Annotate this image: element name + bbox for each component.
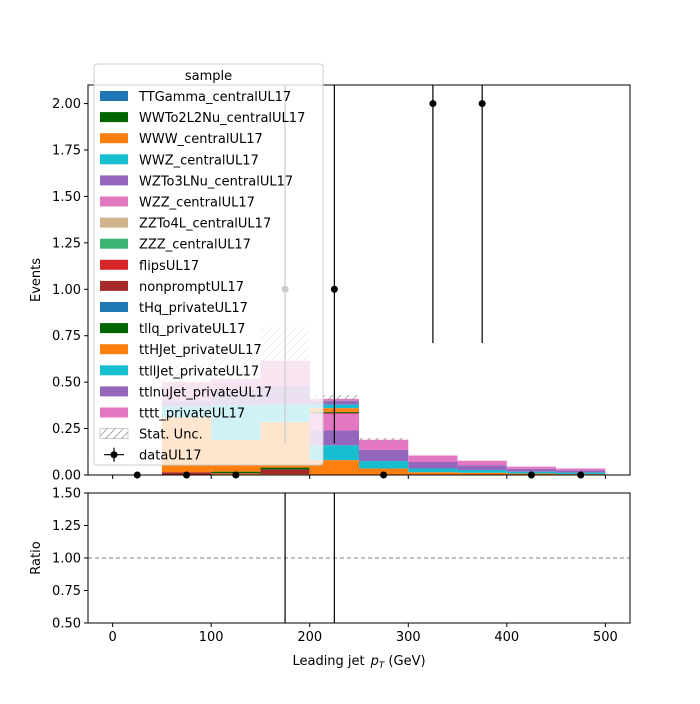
legend-title: sample	[185, 69, 232, 84]
bar-WZZ_centralUL17-bin-7	[457, 460, 507, 466]
bar-WWZ_centralUL17-bin-7	[457, 469, 507, 473]
legend-label-WWTo2L2Nu_centralUL17: WWTo2L2Nu_centralUL17	[139, 111, 305, 126]
data-point-7	[478, 100, 486, 108]
ratio-y-axis-label: Ratio	[29, 541, 44, 574]
bar-WZTo3LNu_centralUL17-bin-7	[457, 465, 507, 470]
main-y-tick-label-1: 0.25	[52, 422, 81, 437]
legend-swatch-flipsUL17	[100, 259, 128, 270]
main-y-ticks: 0.00 0.25 0.50 0.75 1.00 1.25 1.50 1.75 2.00	[52, 97, 88, 484]
legend-label-stat-unc: Stat. Unc.	[139, 428, 203, 443]
legend-items: TTGamma_centralUL17 WWTo2L2Nu_centralUL17…	[99, 90, 305, 464]
ratio-y-tick-label-4: 1.50	[52, 487, 81, 502]
legend-label-ttlnuJet_privateUL17: ttlnuJet_privateUL17	[139, 385, 272, 400]
legend-label-tllq_privateUL17: tllq_privateUL17	[139, 322, 245, 337]
legend-swatch-stat-unc	[99, 428, 129, 439]
main-y-tick-label-8: 2.00	[52, 97, 81, 112]
legend: sample TTGamma_centralUL17 WWTo2L2Nu_cent…	[93, 63, 324, 466]
bar-WZTo3LNu_centralUL17-bin-6	[408, 462, 458, 469]
legend-swatch-tttt_privateUL17	[100, 407, 128, 418]
bar-WZTo3LNu_centralUL17-bin-8	[506, 468, 557, 472]
main-y-tick-label-0: 0.00	[52, 469, 81, 484]
legend-label-ttHJet_privateUL17: ttHJet_privateUL17	[139, 343, 262, 358]
data-point-6	[429, 100, 437, 108]
legend-swatch-WWW_centralUL17	[100, 133, 128, 144]
legend-swatch-WZTo3LNu_centralUL17	[100, 175, 128, 186]
main-y-tick-label-7: 1.75	[52, 144, 81, 159]
legend-swatch-tHq_privateUL17	[100, 302, 128, 312]
x-axis-label-sub: T	[379, 661, 386, 671]
main-y-tick-label-3: 0.75	[52, 329, 81, 344]
ratio-x-ticks: 0 100 200 300 400 500	[108, 623, 618, 645]
stat-unc-band-bin-5	[359, 437, 409, 442]
legend-swatch-ttllJet_privateUL17	[100, 365, 128, 376]
x-tick-label-2: 200	[297, 630, 322, 645]
bar-tllq_privateUL17-bin-3	[260, 467, 310, 470]
bar-WWZ_centralUL17-bin-5	[359, 461, 409, 469]
main-y-tick-label-5: 1.25	[52, 236, 81, 251]
legend-label-TTGamma_centralUL17: TTGamma_centralUL17	[138, 90, 291, 105]
x-tick-label-1: 100	[199, 630, 224, 645]
ratio-content	[88, 493, 630, 623]
legend-label-ZZTo4L_centralUL17: ZZTo4L_centralUL17	[139, 217, 271, 232]
x-tick-label-4: 400	[494, 630, 519, 645]
x-axis-label: Leading jet pT (GeV)	[292, 654, 425, 671]
main-axes-frame	[87, 84, 631, 476]
legend-swatch-TTGamma_centralUL17	[100, 91, 128, 101]
bar-WWW_centralUL17-bin-7	[457, 472, 507, 475]
legend-swatch-tllq_privateUL17	[100, 323, 128, 334]
legend-swatch-ZZTo4L_centralUL17	[100, 217, 128, 228]
legend-label-WWW_centralUL17: WWW_centralUL17	[139, 132, 263, 147]
ratio-y-ticks: 0.50 0.75 1.00 1.25 1.50	[52, 487, 88, 632]
ratio-y-tick-label-1: 0.75	[52, 584, 81, 599]
bar-WZZ_centralUL17-bin-6	[408, 455, 458, 462]
bar-WZZ_centralUL17-bin-5	[359, 439, 409, 450]
bar-WWW_centralUL17-bin-6	[408, 472, 458, 475]
legend-swatch-ttlnuJet_privateUL17	[100, 386, 128, 397]
x-tick-label-5: 500	[593, 630, 618, 645]
x-axis-label-unit: (GeV)	[388, 654, 425, 669]
legend-label-data: dataUL17	[139, 449, 202, 464]
x-tick-label-3: 300	[396, 630, 421, 645]
data-point-4	[330, 285, 338, 293]
legend-swatch-nonpromptUL17	[100, 280, 128, 291]
x-tick-label-0: 0	[108, 630, 116, 645]
main-y-tick-label-4: 1.00	[52, 283, 81, 298]
ratio-y-tick-label-0: 0.50	[52, 617, 81, 632]
bar-WZTo3LNu_centralUL17-bin-9	[556, 470, 606, 473]
x-axis-label-math: p	[370, 654, 379, 669]
legend-label-ZZZ_centralUL17: ZZZ_centralUL17	[139, 238, 251, 253]
ratio-plot: 0.50 0.75 1.00 1.25 1.50 0 100 200 300 400 500 Ra…	[29, 487, 631, 671]
legend-data-marker	[110, 451, 118, 459]
bar-WZZ_centralUL17-bin-8	[506, 466, 557, 469]
bar-WZTo3LNu_centralUL17-bin-5	[359, 449, 409, 462]
legend-box	[93, 63, 324, 466]
main-y-tick-label-6: 1.50	[52, 190, 81, 205]
bar-WZZ_centralUL17-bin-9	[556, 468, 606, 471]
bar-WWZ_centralUL17-bin-6	[408, 468, 458, 473]
legend-swatch-WWZ_centralUL17	[100, 154, 128, 165]
legend-swatch-ttHJet_privateUL17	[100, 344, 128, 355]
bar-nonpromptUL17-bin-3	[260, 469, 310, 475]
legend-label-flipsUL17: flipsUL17	[139, 259, 199, 274]
legend-label-WZZ_centralUL17: WZZ_centralUL17	[139, 196, 255, 211]
legend-label-WZTo3LNu_centralUL17: WZTo3LNu_centralUL17	[139, 174, 293, 189]
main-x-ticks	[112, 475, 606, 479]
legend-swatch-ZZZ_centralUL17	[100, 238, 128, 249]
legend-label-WWZ_centralUL17: WWZ_centralUL17	[139, 153, 259, 168]
legend-swatch-WWTo2L2Nu_centralUL17	[100, 112, 128, 123]
legend-swatch-WZZ_centralUL17	[100, 196, 128, 207]
main-y-axis-label: Events	[29, 258, 44, 302]
legend-label-tHq_privateUL17: tHq_privateUL17	[139, 301, 248, 316]
ratio-y-tick-label-2: 1.00	[52, 552, 81, 567]
ratio-y-tick-label-3: 1.25	[52, 519, 81, 534]
legend-label-ttllJet_privateUL17: ttllJet_privateUL17	[139, 364, 259, 379]
x-axis-label-text: Leading jet	[292, 654, 364, 669]
legend-label-nonpromptUL17: nonpromptUL17	[139, 280, 244, 295]
legend-label-tttt_privateUL17: tttt_privateUL17	[139, 407, 245, 422]
main-y-tick-label-2: 0.50	[52, 376, 81, 391]
ratio-axes-frame	[87, 492, 631, 624]
